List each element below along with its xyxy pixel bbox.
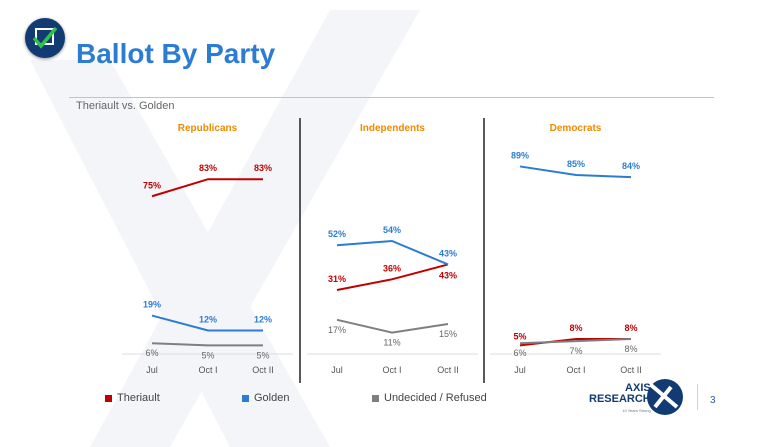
data-label: 15% bbox=[439, 329, 457, 339]
x-tick-label: Jul bbox=[331, 365, 343, 375]
x-tick-label: Oct I bbox=[382, 365, 401, 375]
data-label: 5% bbox=[513, 331, 526, 341]
series-line-undecided bbox=[336, 318, 449, 334]
data-label: 11% bbox=[383, 338, 400, 348]
series-line-theriault bbox=[336, 263, 449, 291]
data-label: 85% bbox=[567, 159, 585, 169]
data-label: 17% bbox=[328, 325, 346, 335]
data-label: 89% bbox=[511, 150, 529, 160]
x-tick-label: Oct I bbox=[198, 365, 217, 375]
page-title: Ballot By Party bbox=[76, 38, 276, 69]
data-label: 6% bbox=[145, 348, 158, 358]
data-label: 83% bbox=[199, 163, 217, 173]
brand-line2: RESEARCH bbox=[589, 393, 651, 405]
brand-line1: AXIS bbox=[625, 382, 651, 394]
axis-globe-icon bbox=[647, 379, 683, 415]
x-tick-label: Oct II bbox=[437, 365, 459, 375]
ballot-check-logo bbox=[25, 18, 65, 58]
legend-golden: Golden bbox=[242, 392, 289, 404]
data-label: 75% bbox=[143, 180, 161, 190]
series-line-golden bbox=[519, 165, 632, 179]
data-label: 83% bbox=[254, 163, 272, 173]
x-tick-label: Oct II bbox=[620, 365, 642, 375]
x-tick-label: Oct I bbox=[566, 365, 585, 375]
panel-title: Democrats bbox=[550, 123, 602, 134]
footer-divider bbox=[697, 384, 698, 410]
series-line-undecided bbox=[519, 337, 632, 345]
series-line-golden bbox=[336, 239, 449, 266]
x-tick-label: Oct II bbox=[252, 365, 274, 375]
page-subtitle: Theriault vs. Golden bbox=[76, 100, 175, 112]
legend-theriault: Theriault bbox=[105, 392, 160, 404]
legend-swatch bbox=[372, 394, 379, 402]
x-tick-label: Jul bbox=[514, 365, 526, 375]
data-label: 8% bbox=[624, 344, 637, 354]
legend-label: Undecided / Refused bbox=[384, 392, 487, 404]
series-line-undecided bbox=[151, 342, 263, 347]
data-label: 5% bbox=[256, 350, 269, 360]
panel-title: Republicans bbox=[178, 123, 238, 134]
data-label: 7% bbox=[569, 346, 582, 356]
data-label: 12% bbox=[254, 314, 272, 324]
data-label: 6% bbox=[513, 348, 526, 358]
data-label: 43% bbox=[439, 270, 457, 280]
legend-undecided: Undecided / Refused bbox=[372, 392, 487, 404]
data-label: 52% bbox=[328, 229, 346, 239]
legend-label: Theriault bbox=[117, 392, 160, 404]
data-label: 36% bbox=[383, 263, 401, 273]
data-label: 19% bbox=[143, 300, 161, 310]
panel-title: Independents bbox=[360, 123, 425, 134]
brand-tagline: 10 Years Strong bbox=[622, 408, 651, 413]
page-number: 3 bbox=[710, 395, 716, 406]
data-label: 12% bbox=[199, 314, 217, 324]
data-label: 8% bbox=[569, 323, 582, 333]
title-divider bbox=[69, 97, 714, 98]
data-label: 43% bbox=[439, 248, 457, 258]
series-line-golden bbox=[151, 314, 263, 332]
series-line-theriault bbox=[151, 178, 263, 198]
legend-label: Golden bbox=[254, 392, 290, 404]
data-label: 8% bbox=[624, 323, 637, 333]
legend-swatch bbox=[242, 394, 249, 402]
data-label: 84% bbox=[622, 161, 640, 171]
legend-swatch bbox=[105, 394, 112, 402]
x-tick-label: Jul bbox=[146, 365, 158, 375]
axis-research-logo: AXIS RESEARCH 10 Years Strong bbox=[589, 383, 651, 416]
data-label: 5% bbox=[201, 350, 214, 360]
data-label: 54% bbox=[383, 225, 401, 235]
data-label: 31% bbox=[328, 274, 346, 284]
